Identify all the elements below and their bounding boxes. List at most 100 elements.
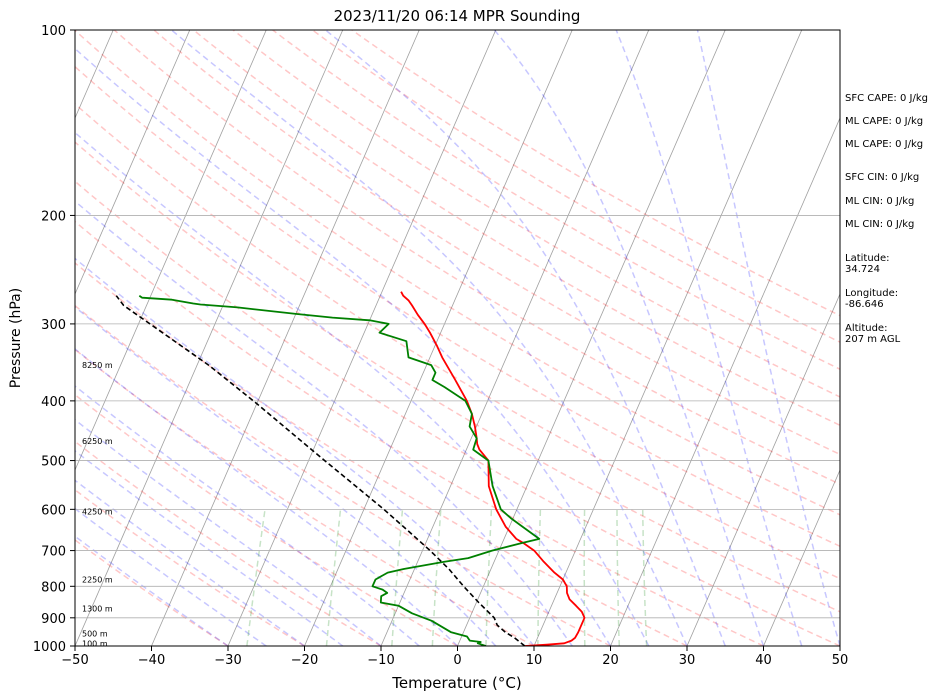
- moist-adiabat-line: [75, 385, 420, 646]
- dry-adiabat-line: [75, 440, 382, 646]
- ml-cin-label-2: ML CIN: 0 J/kg: [845, 219, 915, 230]
- y-tick-label: 700: [41, 545, 66, 560]
- latitude-label: Latitude: 34.724: [845, 253, 890, 275]
- dry-adiabat-line: [75, 393, 458, 646]
- dry-adiabat-line: [75, 262, 688, 646]
- height-label: 2250 m: [82, 576, 113, 585]
- moist-adiabat-line: [75, 257, 535, 646]
- moist-adiabat-line: [75, 47, 650, 646]
- x-tick-label: 50: [832, 653, 849, 668]
- dewpoint-profile-line: [138, 294, 541, 646]
- ml-cape-label: ML CAPE: 0 J/kg: [845, 116, 924, 127]
- moist-adiabat-line: [696, 30, 840, 646]
- altitude-label: Altitude: 207 m AGL: [845, 323, 901, 345]
- x-axis-label: Temperature (°C): [391, 674, 521, 692]
- dry-adiabat-line: [75, 220, 764, 646]
- x-tick-label: 20: [602, 653, 619, 668]
- dry-adiabat-line: [75, 65, 840, 548]
- chart-title: 2023/11/20 06:14 MPR Sounding: [334, 7, 581, 25]
- longitude-label: Longitude: -86.646: [845, 288, 899, 310]
- mixing-ratio-line: [537, 509, 542, 646]
- y-tick-label: 500: [41, 455, 66, 470]
- isotherm-line: [304, 30, 573, 646]
- height-label: 500 m: [82, 630, 108, 639]
- dry-adiabat-line: [75, 30, 840, 516]
- moist-adiabat-line: [75, 418, 382, 646]
- y-axis-label: Pressure (hPa): [8, 288, 24, 388]
- mixing-ratio-line: [641, 509, 648, 646]
- ml-cin-label: ML CIN: 0 J/kg: [845, 196, 915, 207]
- moist-adiabat-line: [75, 479, 305, 646]
- mixing-ratio-line: [246, 509, 266, 646]
- dry-adiabat-line: [75, 141, 840, 613]
- x-tick-label: 0: [453, 653, 461, 668]
- isotherm-line: [380, 30, 650, 646]
- isotherm-line: [75, 30, 267, 472]
- moist-adiabat-line: [171, 30, 688, 646]
- dry-adiabat-line: [272, 30, 840, 371]
- height-label: 1300 m: [82, 605, 113, 614]
- moist-adiabat-line: [75, 200, 573, 646]
- dry-adiabat-line: [351, 30, 840, 317]
- height-label: 6250 m: [82, 437, 113, 446]
- dry-adiabat-line: [75, 102, 840, 580]
- sfc-cape-label: SFC CAPE: 0 J/kg: [845, 93, 928, 104]
- profiles: [115, 291, 586, 646]
- x-tick-label: −40: [138, 653, 165, 668]
- isotherm-line: [763, 468, 840, 646]
- dry-adiabat-line: [75, 304, 611, 646]
- dry-adiabat-line: [75, 348, 535, 646]
- dry-adiabat-line: [311, 30, 840, 343]
- dry-adiabat-line: [75, 180, 840, 646]
- temperature-profile-line: [400, 291, 586, 646]
- mixing-ratio-line: [325, 509, 342, 646]
- dry-adiabat-line: [153, 30, 840, 456]
- isotherm-line: [457, 30, 726, 646]
- height-label: 4250 m: [82, 508, 113, 517]
- x-tick-label: 10: [526, 653, 543, 668]
- moist-adiabat-line: [75, 131, 612, 646]
- height-label: 8250 m: [82, 361, 113, 370]
- plot-frame: [74, 29, 841, 647]
- moist-adiabat-line: [615, 30, 803, 646]
- moist-adiabat-line: [493, 30, 765, 646]
- y-ticks: 100 200 300 400 500 600 700 800 900 1000: [33, 24, 75, 655]
- isotherm-line: [227, 30, 497, 646]
- isotherm-line: [686, 292, 840, 646]
- x-tick-label: 30: [679, 653, 696, 668]
- background-lines: [75, 30, 840, 646]
- x-tick-label: −30: [214, 653, 241, 668]
- moist-adiabat-line: [75, 348, 459, 646]
- ml-cape-label-2: ML CAPE: 0 J/kg: [845, 139, 924, 150]
- y-tick-label: 300: [41, 318, 66, 333]
- dry-adiabat-line: [232, 30, 840, 398]
- dry-adiabat-line: [75, 539, 229, 646]
- moist-adiabat-line: [75, 305, 497, 646]
- x-tick-label: −50: [61, 653, 88, 668]
- sfc-cin-label: SFC CIN: 0 J/kg: [845, 172, 920, 183]
- x-tick-label: −20: [291, 653, 318, 668]
- x-ticks: −50 −40 −30 −20 −10 0 10 20 30 40 50: [61, 646, 848, 668]
- y-tick-label: 1000: [33, 640, 66, 655]
- x-tick-label: 40: [755, 653, 772, 668]
- mixing-ratio-line: [391, 509, 404, 646]
- grid-lines: [75, 215, 840, 646]
- y-tick-label: 100: [41, 24, 66, 39]
- moist-adiabat-line: [75, 507, 267, 646]
- y-tick-label: 200: [41, 209, 66, 224]
- isotherm-line: [75, 30, 344, 646]
- y-tick-label: 800: [41, 580, 66, 595]
- dry-adiabat-line: [113, 30, 840, 486]
- mixing-ratio-line: [616, 509, 621, 646]
- x-tick-label: −10: [367, 653, 394, 668]
- moist-adiabat-line: [325, 30, 726, 646]
- isotherm-line: [533, 30, 803, 646]
- y-tick-label: 600: [41, 503, 66, 518]
- isotherm-line: [610, 116, 840, 646]
- isotherm-line: [151, 30, 420, 646]
- moist-adiabat-line: [75, 449, 344, 646]
- y-tick-label: 900: [41, 612, 66, 627]
- moist-adiabat-line: [75, 535, 229, 646]
